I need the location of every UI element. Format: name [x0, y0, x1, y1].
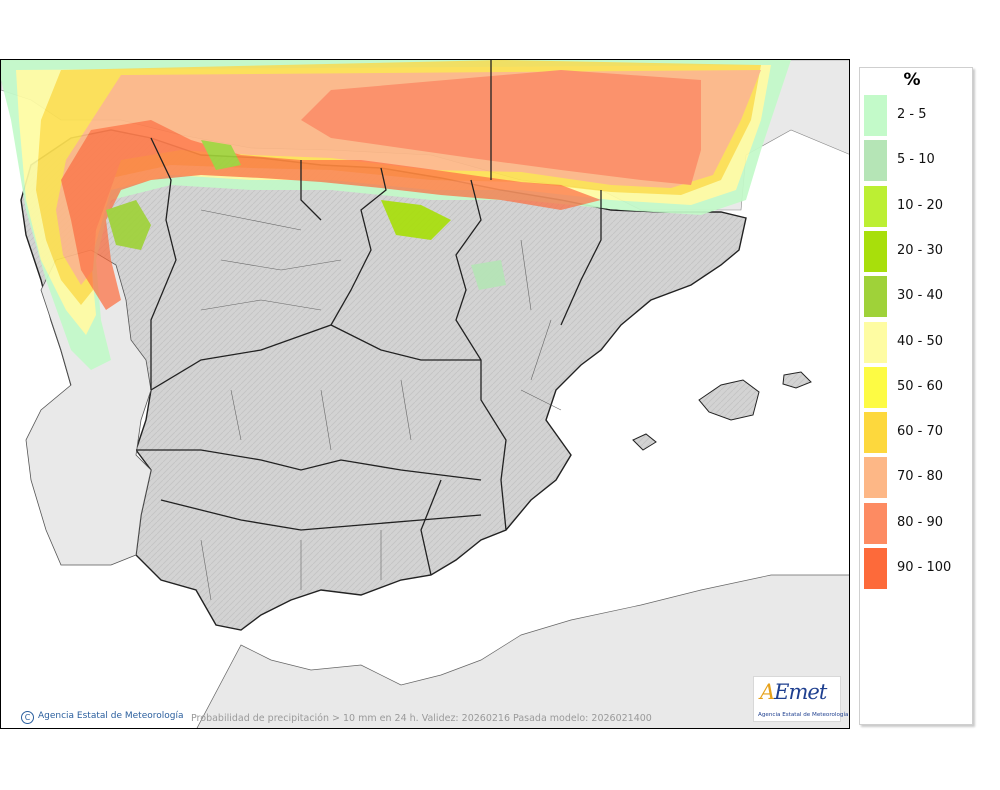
menorca — [782, 371, 812, 389]
province-boundaries — [200, 209, 562, 601]
legend-label: 50 - 60 — [897, 378, 944, 394]
legend-swatch — [864, 366, 887, 408]
africa-land — [196, 574, 849, 728]
logo-subtitle: Agencia Estatal de Meteorología — [758, 712, 849, 718]
credit-text: Agencia Estatal de Meteorología — [38, 711, 184, 721]
legend-label: 20 - 30 — [897, 242, 944, 258]
legend-item: 90 - 100 — [864, 548, 968, 589]
aemet-logo: AEmet Agencia Estatal de Meteorología — [753, 676, 848, 722]
legend-label: 2 - 5 — [897, 107, 927, 122]
legend-item: 2 - 5 — [864, 95, 968, 136]
legend-item: 80 - 90 — [864, 502, 968, 544]
legend-item: 10 - 20 — [864, 185, 968, 227]
logo-mark: AEmet — [760, 680, 827, 704]
probability-bands — [1, 60, 791, 370]
legend-label: 10 - 20 — [897, 197, 944, 213]
legend-item: 70 - 80 — [864, 457, 968, 499]
map-caption: Probabilidad de precipitación > 10 mm en… — [191, 713, 652, 724]
legend-item: 40 - 50 — [864, 321, 968, 363]
legend-swatch — [864, 412, 887, 454]
legend-item: 50 - 60 — [864, 366, 968, 408]
legend-swatch — [864, 502, 887, 544]
legend-swatch — [864, 548, 887, 589]
legend-label: 60 - 70 — [897, 424, 944, 440]
legend-label: 70 - 80 — [897, 469, 944, 485]
legend-label: 30 - 40 — [897, 288, 944, 304]
legend-label: 90 - 100 — [897, 560, 952, 575]
legend-label: 80 - 90 — [897, 514, 944, 530]
map-frame: C Agencia Estatal de Meteorología Probabi… — [0, 59, 850, 729]
mallorca — [698, 379, 760, 421]
legend-swatch — [864, 321, 887, 363]
aemet-credit: C Agencia Estatal de Meteorología — [21, 711, 184, 724]
legend-swatch — [864, 140, 887, 182]
legend-item: 20 - 30 — [864, 230, 968, 272]
region-boundaries — [136, 60, 602, 576]
probability-map — [1, 60, 849, 728]
ibiza — [632, 433, 657, 451]
copyright-icon: C — [21, 711, 34, 724]
legend-unit: % — [903, 70, 921, 90]
legend-swatch — [864, 185, 887, 227]
legend-swatch — [864, 457, 887, 499]
legend-item: 60 - 70 — [864, 412, 968, 454]
legend-label: 40 - 50 — [897, 333, 944, 349]
legend-panel: % 2 - 5 5 - 10 10 - 20 20 - 30 30 - 40 40 - 5… — [859, 67, 973, 725]
legend-swatch — [864, 230, 887, 272]
legend-swatch — [864, 95, 887, 136]
legend-item: 5 - 10 — [864, 140, 968, 182]
legend-swatch — [864, 276, 887, 318]
legend-item: 30 - 40 — [864, 276, 968, 318]
legend-label: 5 - 10 — [897, 152, 935, 168]
